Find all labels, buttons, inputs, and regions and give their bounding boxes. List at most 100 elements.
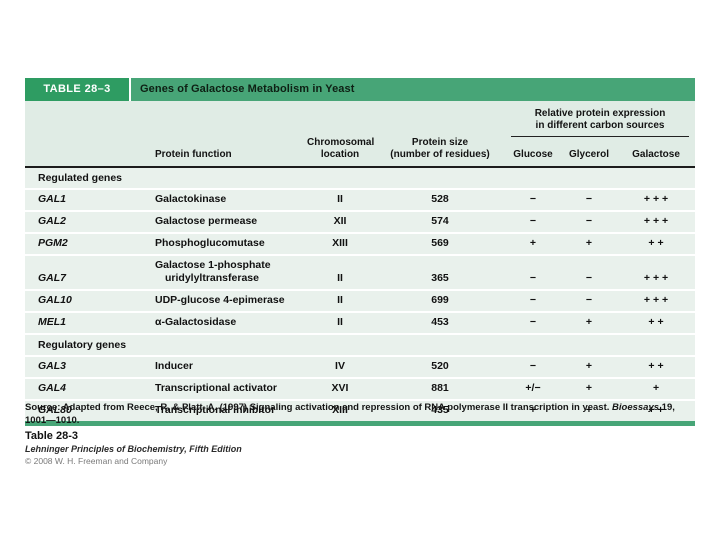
glycerol-cell: + (561, 311, 617, 334)
glycerol-cell: + (561, 377, 617, 400)
galactose-cell: + + + (617, 210, 696, 233)
glucose-cell: − (505, 188, 561, 211)
header-blank (25, 101, 505, 137)
caption-copyright: © 2008 W. H. Freeman and Company (25, 456, 168, 466)
location-cell: II (305, 289, 375, 312)
header-protein-function: Protein function (155, 137, 305, 168)
gene-cell: GAL10 (25, 289, 155, 312)
glycerol-cell: + (561, 232, 617, 255)
table-28-3: TABLE 28–3 Genes of Galactose Metabolism… (25, 78, 696, 426)
size-cell: 435 (375, 399, 505, 421)
header-chromosomal-location: Chromosomal location (305, 137, 375, 168)
table-row: GAL80 Transcriptional inhibitor XIII 435… (25, 399, 696, 421)
table-row: MEL1 α-Galactosidase II 453 − + + + (25, 311, 696, 334)
table-row: PGM2 Phosphoglucomutase XIII 569 + + + + (25, 232, 696, 255)
galactose-cell: + + (617, 232, 696, 255)
header-gene-blank (25, 137, 155, 168)
header-glycerol: Glycerol (561, 137, 617, 168)
section-label: Regulatory genes (25, 333, 696, 356)
location-cell: II (305, 188, 375, 211)
header-group-row: Relative protein expression in different… (25, 101, 696, 137)
gene-cell: GAL3 (25, 355, 155, 378)
glucose-cell: − (505, 254, 561, 290)
section-row-regulatory: Regulatory genes (25, 333, 696, 356)
table-bottom-rule (25, 421, 695, 426)
table-row: GAL7 Galactose 1-phosphate uridylyltrans… (25, 254, 696, 290)
location-cell: XVI (305, 377, 375, 400)
galactose-cell: + (617, 377, 696, 400)
table-row: GAL4 Transcriptional activator XVI 881 +… (25, 377, 696, 400)
caption-table-number: Table 28-3 (25, 430, 78, 442)
gene-cell: GAL7 (25, 254, 155, 290)
expression-group-label: Relative protein expression in different… (511, 101, 690, 137)
title-divider (129, 78, 131, 101)
location-cell: XIII (305, 232, 375, 255)
glycerol-cell: − (561, 254, 617, 290)
location-cell: XII (305, 210, 375, 233)
header-glucose: Glucose (505, 137, 561, 168)
location-cell: II (305, 311, 375, 334)
section-label: Regulated genes (25, 167, 696, 189)
glycerol-cell: − (561, 210, 617, 233)
function-cell: Galactose permease (155, 210, 305, 233)
size-cell: 453 (375, 311, 505, 334)
source-citation: 19, 1001—1010. (25, 402, 675, 426)
source-note: Source: Adapted from Reece, R. & Platt, … (25, 402, 697, 427)
source-text: Source: Adapted from Reece, R. & Platt, … (25, 402, 613, 413)
section-row-regulated: Regulated genes (25, 167, 696, 189)
glucose-cell: − (505, 311, 561, 334)
function-cell: Inducer (155, 355, 305, 378)
table-number-label: TABLE 28–3 (25, 78, 129, 101)
glucose-cell: + (505, 399, 561, 421)
size-cell: 520 (375, 355, 505, 378)
glucose-cell: − (505, 289, 561, 312)
size-cell: 881 (375, 377, 505, 400)
header-protein-size: Protein size (number of residues) (375, 137, 505, 168)
glucose-cell: +/− (505, 377, 561, 400)
function-cell: α-Galactosidase (155, 311, 305, 334)
table-title-bar: TABLE 28–3 Genes of Galactose Metabolism… (25, 78, 695, 101)
source-journal: Bioessays (612, 402, 660, 413)
galactose-cell: + + (617, 311, 696, 334)
glucose-cell: + (505, 232, 561, 255)
gene-cell: PGM2 (25, 232, 155, 255)
table-row: GAL3 Inducer IV 520 − + + + (25, 355, 696, 378)
function-cell: UDP-glucose 4-epimerase (155, 289, 305, 312)
size-cell: 699 (375, 289, 505, 312)
size-cell: 569 (375, 232, 505, 255)
table-row: GAL10 UDP-glucose 4-epimerase II 699 − −… (25, 289, 696, 312)
table-row: GAL1 Galactokinase II 528 − − + + + (25, 188, 696, 211)
size-cell: 365 (375, 254, 505, 290)
function-cell: Galactokinase (155, 188, 305, 211)
header-row: Protein function Chromosomal location Pr… (25, 137, 696, 168)
glycerol-cell: − (561, 188, 617, 211)
slide-caption: Table 28-3 Lehninger Principles of Bioch… (25, 430, 242, 466)
expression-group-header: Relative protein expression in different… (505, 101, 696, 137)
caption-book-title: Lehninger Principles of Biochemistry, Fi… (25, 444, 242, 454)
table-title: Genes of Galactose Metabolism in Yeast (131, 78, 695, 101)
galactose-cell: + + (617, 399, 696, 421)
gene-cell: GAL1 (25, 188, 155, 211)
gene-cell: MEL1 (25, 311, 155, 334)
glycerol-cell: + (561, 399, 617, 421)
size-cell: 574 (375, 210, 505, 233)
table-row: GAL2 Galactose permease XII 574 − − + + … (25, 210, 696, 233)
glycerol-cell: − (561, 289, 617, 312)
location-cell: II (305, 254, 375, 290)
galactose-cell: + + + (617, 188, 696, 211)
glucose-cell: − (505, 210, 561, 233)
function-cell: Transcriptional activator (155, 377, 305, 400)
header-galactose: Galactose (617, 137, 696, 168)
location-cell: XIII (305, 399, 375, 421)
galactose-cell: + + (617, 355, 696, 378)
function-cell: Galactose 1-phosphate uridylyltransferas… (155, 254, 305, 290)
location-cell: IV (305, 355, 375, 378)
genes-table: Relative protein expression in different… (25, 101, 696, 421)
gene-cell: GAL80 (25, 399, 155, 421)
glycerol-cell: + (561, 355, 617, 378)
galactose-cell: + + + (617, 254, 696, 290)
function-cell: Transcriptional inhibitor (155, 399, 305, 421)
size-cell: 528 (375, 188, 505, 211)
galactose-cell: + + + (617, 289, 696, 312)
